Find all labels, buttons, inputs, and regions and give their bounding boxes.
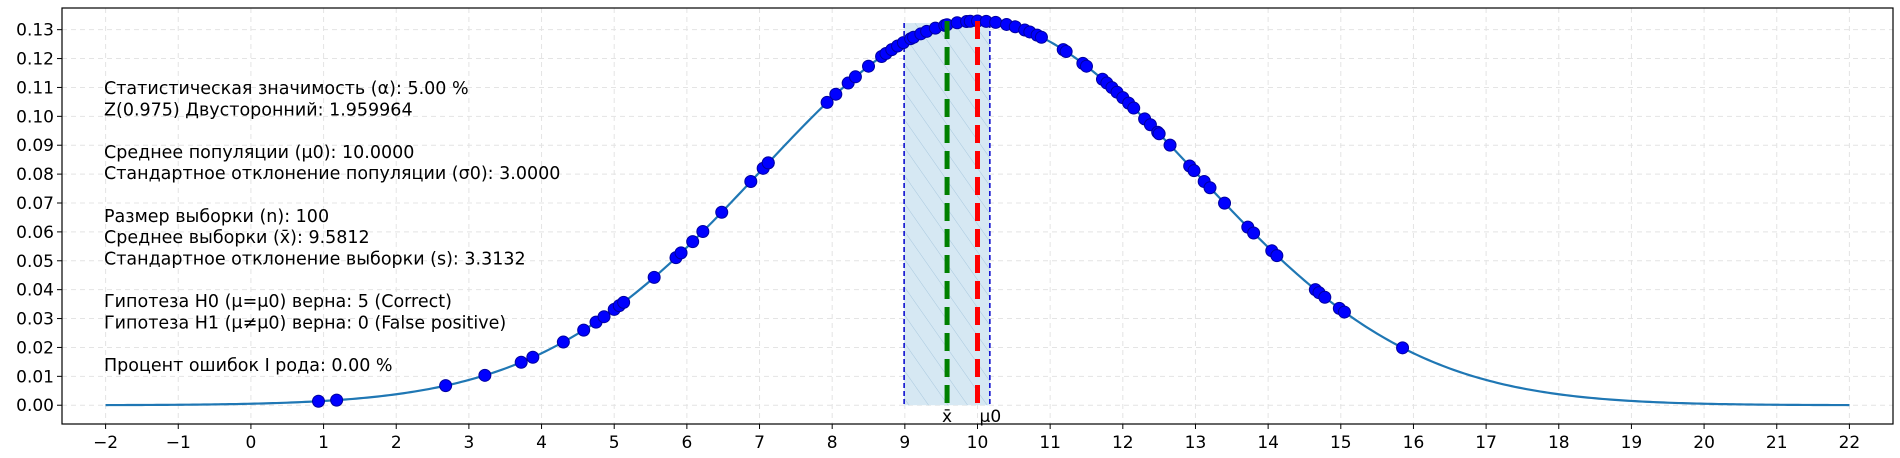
sample-point [848,70,862,84]
sample-point [1034,30,1048,44]
y-tick-label: 0.13 [16,21,54,41]
axes: −2 −1 0 1 2 3 4 5 6 7 8 9 10 11 12 13 14 15 16 17 18 19 20 21 22… [16,7,1894,453]
sample-points [311,14,1410,408]
sample-point [1396,341,1410,355]
sample-point [1152,127,1166,141]
y-tick-label: 0.06 [16,223,54,243]
sample-point [1127,101,1141,115]
sample-point [744,175,758,189]
y-tick-label: 0.01 [16,367,54,387]
sample-point [1218,196,1232,210]
x-tick-label: 19 [1621,433,1643,453]
sample-point [715,205,729,219]
info-text-block: Статистическая значимость (α): 5.00 %Z(0… [104,79,560,376]
x-tick-label: 15 [1330,433,1352,453]
sample-point [556,335,570,349]
sample-point [1318,290,1332,304]
info-text-line: Гипотеза H1 (μ≠μ0) верна: 0 (False posit… [104,313,506,333]
x-tick-label: 21 [1766,433,1788,453]
x-tick-label: 11 [1039,433,1061,453]
sample-point [647,270,661,284]
x-tick-label: 18 [1548,433,1570,453]
sample-point [674,246,688,260]
y-tick-label: 0.04 [16,281,54,301]
info-text-line: Z(0.975) Двусторонний: 1.959964 [104,100,413,120]
x-tick-label: 14 [1257,433,1279,453]
info-text-line: Стандартное отклонение выборки (s): 3.31… [104,249,526,269]
sample-mean-label: x̄ [942,407,952,427]
sample-point [989,15,1003,29]
x-tick-label: 9 [899,433,910,453]
x-tick-label: 20 [1693,433,1715,453]
sample-point [1079,59,1093,73]
sample-point [526,350,540,364]
info-text-line: Стандартное отклонение популяции (σ0): 3… [104,164,560,184]
sample-point [1163,138,1177,152]
population-mean-label: μ0 [980,407,1002,427]
x-tick-label: 12 [1112,433,1134,453]
info-text-line: Гипотеза H0 (μ=μ0) верна: 5 (Correct) [104,292,452,312]
x-tick-label: 13 [1185,433,1207,453]
x-tick-label: 10 [967,433,989,453]
sample-point [311,394,325,408]
sample-point [820,95,834,109]
x-tick-label: −2 [93,433,118,453]
sample-point [478,368,492,382]
info-text-line: Процент ошибок I рода: 0.00 % [104,356,393,376]
sample-point [1247,226,1261,240]
info-text-line: Среднее выборки (x̄): 9.5812 [104,228,370,248]
sample-point [1270,249,1284,263]
x-tick-label: 1 [318,433,329,453]
y-tick-label: 0.11 [16,78,54,98]
x-tick-label: 22 [1839,433,1861,453]
x-tick-label: 5 [609,433,620,453]
x-tick-label: 7 [754,433,765,453]
x-tick-label: 3 [463,433,474,453]
x-tick-label: −1 [166,433,191,453]
y-tick-label: 0.08 [16,165,54,185]
x-tick-label: 17 [1475,433,1497,453]
sample-point [761,156,775,170]
sample-point [829,87,843,101]
y-tick-label: 0.07 [16,194,54,214]
sample-point [862,59,876,73]
sample-point [1187,164,1201,178]
x-tick-label: 16 [1403,433,1425,453]
info-text-line: Статистическая значимость (α): 5.00 % [104,79,469,99]
x-tick-label: 6 [681,433,692,453]
sample-point [686,235,700,249]
grid [62,8,1893,424]
x-tick-label: 4 [536,433,547,453]
info-text-line: Размер выборки (n): 100 [104,207,329,227]
x-tick-label: 2 [391,433,402,453]
y-tick-label: 0.10 [16,107,54,127]
info-text-line: Среднее популяции (μ0): 10.0000 [104,143,414,163]
y-tick-label: 0.05 [16,252,54,272]
sample-point [1203,181,1217,195]
sample-point [330,393,344,407]
sample-point [1059,45,1073,59]
y-tick-label: 0.00 [16,396,54,416]
y-tick-label: 0.03 [16,310,54,330]
sample-point [617,295,631,309]
sample-point [439,379,453,393]
sample-point [696,225,710,239]
sample-point [514,355,528,369]
x-tick-label: 0 [245,433,256,453]
sample-point [1337,305,1351,319]
y-tick-label: 0.12 [16,50,54,70]
y-tick-label: 0.09 [16,136,54,156]
y-tick-label: 0.02 [16,338,54,358]
mean-lines: x̄ μ0 [942,21,1001,427]
sample-point [597,310,611,324]
x-tick-label: 8 [827,433,838,453]
sample-point [577,323,591,337]
